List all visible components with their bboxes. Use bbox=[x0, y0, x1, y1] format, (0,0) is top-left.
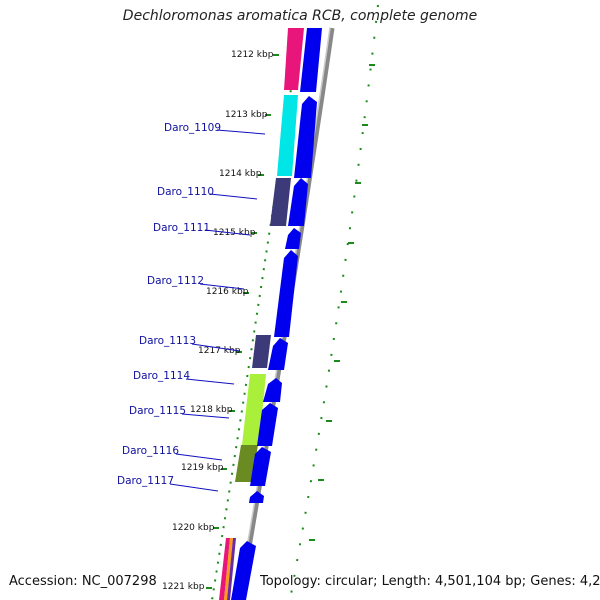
ruler-label: 1221 kbp bbox=[162, 582, 205, 592]
ruler-label: 1216 kbp bbox=[206, 287, 249, 297]
gene-labels: Daro_1109 Daro_1110 Daro_1111 Daro_1112 … bbox=[117, 122, 266, 492]
gene-arrow bbox=[263, 378, 282, 402]
accession-text: Accession: NC_007298 bbox=[9, 574, 157, 589]
leader-line bbox=[191, 343, 241, 352]
leader-line bbox=[199, 283, 245, 290]
ruler-label: 1217 kbp bbox=[198, 346, 241, 356]
ruler-label: 1220 kbp bbox=[172, 523, 215, 533]
leader-line bbox=[209, 193, 258, 200]
cog-block-stripe-orange bbox=[224, 538, 233, 600]
gene-arrow bbox=[288, 178, 308, 226]
cog-blocks bbox=[219, 28, 304, 600]
ruler-label: 1219 kbp bbox=[181, 463, 224, 473]
gene-arrow bbox=[285, 228, 301, 249]
outer-ring-dots bbox=[289, 4, 379, 600]
gene-arrow bbox=[300, 28, 322, 92]
leader-line bbox=[175, 453, 223, 461]
gene-label: Daro_1109 bbox=[164, 122, 221, 134]
cog-block-stripe bbox=[219, 538, 230, 600]
leader-line bbox=[181, 413, 230, 419]
leader-line bbox=[185, 378, 235, 385]
gene-arrow bbox=[294, 96, 317, 178]
ruler-label: 1218 kbp bbox=[190, 405, 233, 415]
gene-arrow bbox=[257, 403, 278, 446]
gene-label: Daro_1117 bbox=[117, 475, 174, 487]
gene-arrow bbox=[249, 491, 264, 503]
leader-line bbox=[204, 229, 251, 236]
outer-ring-ticks bbox=[309, 64, 375, 541]
cog-block bbox=[270, 178, 291, 226]
gene-arrow bbox=[250, 447, 271, 486]
genome-summary-text: Topology: circular; Length: 4,501,104 bp… bbox=[260, 574, 600, 589]
cog-block bbox=[252, 335, 271, 368]
cog-block-stripe-purple bbox=[227, 538, 236, 600]
ruler-ticks bbox=[206, 54, 279, 589]
gene-arrow bbox=[231, 541, 256, 600]
ruler-label: 1212 kbp bbox=[231, 50, 274, 60]
gene-arrow bbox=[274, 250, 298, 337]
map-title: Dechloromonas aromatica RCB, complete ge… bbox=[122, 8, 478, 24]
cog-block bbox=[277, 95, 298, 176]
gene-label: Daro_1110 bbox=[157, 186, 214, 198]
ruler-label: 1214 kbp bbox=[219, 169, 262, 179]
ruler-label: 1213 kbp bbox=[225, 110, 268, 120]
gene-label: Daro_1112 bbox=[147, 275, 204, 287]
gene-label: Daro_1116 bbox=[122, 445, 179, 457]
gene-arrow bbox=[268, 338, 288, 370]
leader-line bbox=[216, 129, 266, 135]
cog-block bbox=[284, 28, 304, 90]
gene-label: Daro_1114 bbox=[133, 370, 190, 382]
gene-label: Daro_1115 bbox=[129, 405, 186, 417]
gene-label: Daro_1113 bbox=[139, 335, 196, 347]
leader-line bbox=[169, 483, 219, 492]
gene-label: Daro_1111 bbox=[153, 222, 210, 234]
forward-genes bbox=[231, 28, 322, 600]
